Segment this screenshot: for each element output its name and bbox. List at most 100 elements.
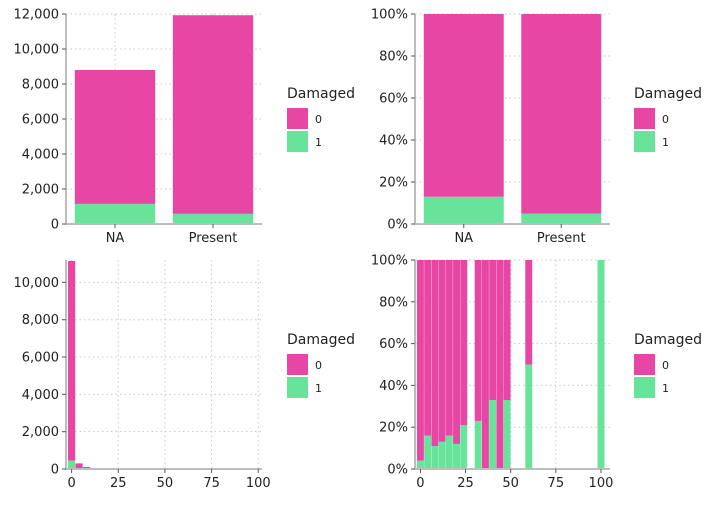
legend-label-0: 0: [315, 359, 322, 372]
legend-swatch-0: [287, 354, 308, 375]
chart-panel-proportion_by_status: 0% 20% 40% 60% 80% 100% NA Present Damaged 0 1: [371, 8, 702, 247]
bar-damaged-0: [521, 14, 602, 214]
bar-damaged-1: [474, 420, 482, 469]
bar-damaged-0: [82, 466, 91, 469]
bar-damaged-1: [172, 213, 254, 224]
x-tick-label: 75: [548, 476, 565, 491]
x-tick-label: 50: [157, 476, 174, 491]
legend-title: Damaged: [634, 86, 702, 102]
bar-damaged-0: [424, 260, 432, 436]
legend-title: Damaged: [287, 86, 355, 102]
bar-damaged-0: [172, 15, 254, 214]
y-tick-label: 2,000: [22, 425, 59, 440]
legend: Damaged 0 1: [287, 86, 355, 152]
x-tick-label: Present: [537, 231, 586, 246]
bar-damaged-0: [525, 260, 533, 365]
legend-swatch-1: [634, 377, 655, 398]
x-tick-label: 0: [67, 476, 75, 491]
bar-damaged-1: [68, 460, 76, 469]
bar-damaged-0: [489, 260, 497, 401]
bar-damaged-0: [74, 70, 156, 204]
legend-swatch-1: [287, 377, 308, 398]
bar-damaged-0: [68, 260, 76, 461]
legend-label-0: 0: [315, 113, 322, 126]
x-tick-label: 100: [589, 476, 614, 491]
legend: Damaged 0 1: [634, 332, 702, 398]
y-tick-label: 20%: [379, 421, 408, 436]
y-tick-label: 6,000: [22, 351, 59, 366]
y-tick-label: 10,000: [14, 276, 60, 291]
y-tick-label: 80%: [379, 295, 408, 310]
y-tick-label: 100%: [371, 254, 408, 269]
bar-damaged-1: [489, 400, 497, 469]
bar-damaged-0: [460, 260, 468, 426]
y-tick-label: 6,000: [22, 113, 59, 128]
legend: Damaged 0 1: [634, 86, 702, 152]
y-tick-label: 8,000: [22, 78, 59, 93]
y-tick-label: 60%: [379, 337, 408, 352]
bar-damaged-1: [74, 203, 156, 224]
x-tick-label: NA: [454, 231, 473, 246]
legend-title: Damaged: [287, 332, 355, 348]
y-tick-label: 10,000: [14, 43, 60, 58]
y-tick-label: 12,000: [14, 8, 60, 23]
legend-label-1: 1: [315, 382, 322, 395]
y-tick-label: 0%: [387, 218, 408, 233]
y-tick-label: 40%: [379, 379, 408, 394]
legend-label-1: 1: [662, 382, 669, 395]
bar-damaged-0: [416, 260, 424, 461]
x-tick-label: 50: [502, 476, 519, 491]
bar-damaged-0: [445, 260, 453, 436]
bar-damaged-0: [474, 260, 482, 421]
bar-damaged-1: [503, 400, 511, 469]
y-tick-label: 4,000: [22, 388, 59, 403]
bar-damaged-1: [438, 441, 446, 469]
bar-damaged-0: [496, 260, 504, 469]
bar-damaged-1: [453, 443, 460, 469]
x-tick-label: 75: [203, 476, 220, 491]
legend-label-1: 1: [662, 136, 669, 149]
y-tick-label: 4,000: [22, 148, 59, 163]
y-tick-label: 0: [51, 463, 59, 478]
x-tick-label: 25: [457, 476, 474, 491]
bar-damaged-1: [445, 435, 453, 469]
chart-panel-proportion_histogram: 0% 20% 40% 60% 80% 100% 0 25 50 75 100 Damaged 0 1: [371, 254, 702, 492]
chart-panel-count_histogram: 0 2,000 4,000 6,000 8,000 10,000 0 25 50 75 100 Dam…: [14, 260, 355, 491]
bar-damaged-1: [525, 364, 533, 469]
bar-damaged-0: [453, 260, 460, 444]
y-tick-label: 0: [51, 218, 59, 233]
y-tick-label: 20%: [379, 176, 408, 191]
bar-damaged-1: [597, 260, 605, 469]
legend-swatch-0: [287, 108, 308, 129]
bar-damaged-0: [431, 260, 439, 447]
y-tick-label: 40%: [379, 134, 408, 149]
y-tick-label: 2,000: [22, 183, 59, 198]
x-tick-label: 100: [246, 476, 271, 491]
legend: Damaged 0 1: [287, 332, 355, 398]
legend-swatch-0: [634, 108, 655, 129]
bar-damaged-0: [75, 463, 83, 469]
bar-damaged-1: [424, 435, 432, 469]
x-tick-label: 0: [416, 476, 424, 491]
bar-damaged-1: [423, 196, 504, 224]
legend-swatch-1: [287, 131, 308, 152]
x-tick-label: 25: [110, 476, 127, 491]
x-tick-label: Present: [189, 231, 238, 246]
bar-damaged-0: [481, 260, 489, 469]
y-tick-label: 80%: [379, 50, 408, 65]
bar-damaged-0: [423, 14, 504, 197]
bar-damaged-1: [416, 460, 424, 469]
bar-damaged-1: [521, 213, 602, 224]
y-tick-label: 100%: [371, 8, 408, 23]
legend-label-1: 1: [315, 136, 322, 149]
bar-damaged-1: [431, 446, 439, 469]
chart-panel-count_by_status: 0 2,000 4,000 6,000 8,000 10,000 12,000 NA Prese…: [14, 8, 355, 247]
legend-label-0: 0: [662, 113, 669, 126]
y-tick-label: 0%: [387, 463, 408, 478]
legend-title: Damaged: [634, 332, 702, 348]
y-tick-label: 60%: [379, 92, 408, 107]
legend-label-0: 0: [662, 359, 669, 372]
x-tick-label: NA: [106, 231, 125, 246]
legend-swatch-1: [634, 131, 655, 152]
